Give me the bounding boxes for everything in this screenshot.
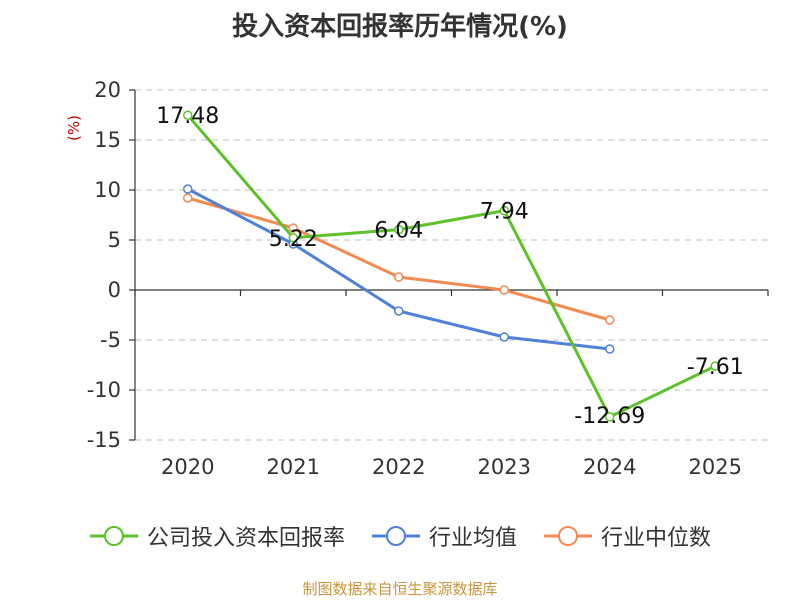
y-tick-label: 10	[94, 178, 121, 202]
x-tick-label: 2020	[161, 455, 214, 479]
legend-item[interactable]: 行业中位数	[543, 520, 711, 552]
data-labels: 17.48 5.22 6.04 7.94 -12.69 -7.61	[156, 104, 743, 429]
data-point	[394, 272, 404, 282]
y-tick-label: 20	[94, 78, 121, 102]
chart-title: 投入资本回报率历年情况(%)	[232, 12, 568, 42]
data-point	[605, 315, 615, 325]
x-tick-label: 2021	[267, 455, 320, 479]
series-line	[187, 187, 610, 351]
legend-marker-icon	[371, 526, 420, 546]
data-point	[394, 224, 404, 235]
data-point	[605, 412, 615, 422]
axes	[129, 89, 769, 441]
x-tick-label: 2024	[583, 455, 636, 479]
y-tick-label: -10	[87, 378, 121, 402]
x-tick-label: 2023	[478, 455, 531, 479]
data-label: 17.48	[156, 104, 219, 129]
series-1	[183, 184, 615, 354]
data-point	[394, 306, 404, 316]
y-tick-label: -5	[100, 328, 121, 352]
data-label: 5.22	[269, 227, 318, 252]
data-point	[288, 223, 298, 233]
data-point	[710, 361, 720, 371]
x-tick-label: 2022	[372, 455, 425, 479]
series-layer	[183, 110, 720, 422]
y-tick-label: 0	[108, 278, 121, 302]
data-label: -7.61	[687, 355, 744, 380]
legend-marker-icon	[89, 526, 138, 546]
data-label: 7.94	[480, 200, 529, 225]
y-tick-label: -15	[87, 428, 121, 452]
data-label: 6.04	[374, 219, 423, 244]
data-point	[183, 193, 193, 203]
data-point	[499, 332, 509, 342]
x-tick-labels: 2020 2021 2022 2023 2024 2025	[161, 455, 742, 479]
x-tick-label: 2025	[689, 455, 742, 479]
series-0	[183, 110, 720, 422]
legend: 公司投入资本回报率 行业均值 行业中位数	[0, 520, 800, 552]
series-line	[186, 114, 716, 419]
source-note: 制图数据来自恒生聚源数据库	[302, 580, 498, 598]
y-tick-labels: 20 15 10 5 0 -5 -10 -15	[87, 78, 121, 452]
legend-label: 行业中位数	[601, 526, 712, 551]
data-point	[499, 285, 509, 295]
legend-label: 公司投入资本回报率	[146, 526, 345, 551]
data-point	[288, 233, 298, 243]
legend-item[interactable]: 公司投入资本回报率	[89, 520, 345, 552]
series-line	[187, 196, 611, 322]
data-point	[183, 110, 193, 120]
data-label: -12.69	[574, 404, 645, 429]
legend-item[interactable]: 行业均值	[371, 520, 517, 552]
y-axis-label: (%)	[65, 115, 83, 141]
data-point	[605, 344, 615, 354]
y-tick-label: 5	[108, 228, 121, 252]
legend-marker-icon	[544, 526, 592, 546]
legend-label: 行业均值	[428, 526, 517, 551]
series-2	[183, 193, 615, 325]
data-point	[183, 184, 193, 194]
data-point	[499, 205, 509, 216]
y-tick-label: 15	[94, 128, 121, 152]
